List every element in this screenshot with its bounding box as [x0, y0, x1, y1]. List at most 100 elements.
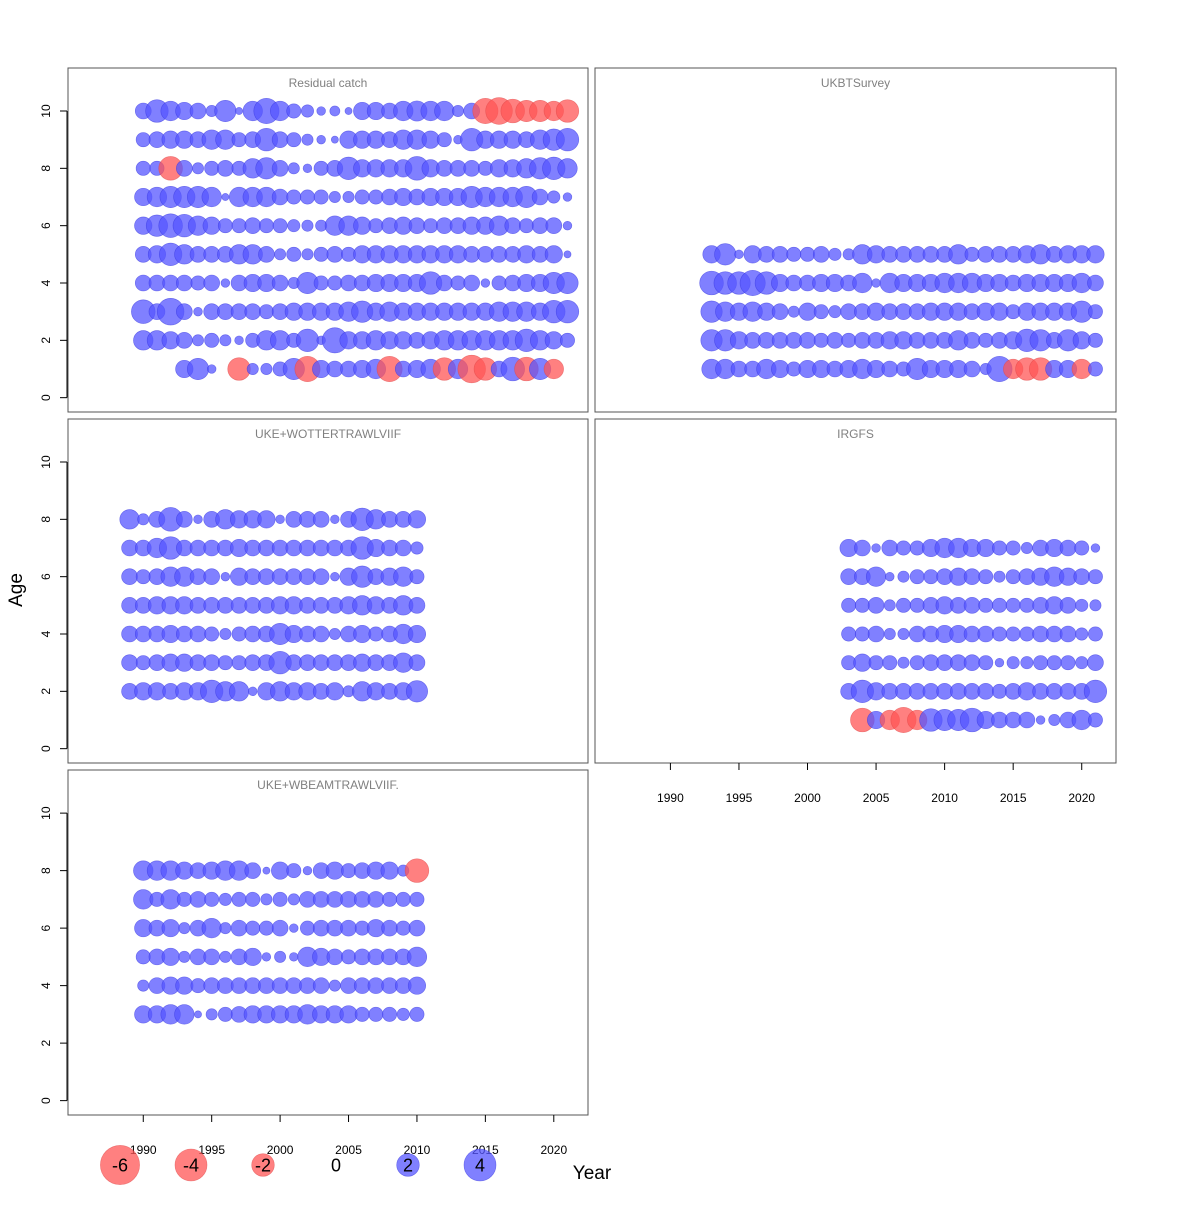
bubbles — [133, 858, 430, 1025]
y-axis: 0 2 4 6 8 10 — [39, 104, 68, 401]
bubble — [1075, 598, 1089, 612]
bubble — [176, 274, 193, 292]
bubble — [1090, 543, 1101, 553]
bubble — [1020, 542, 1033, 554]
panel-1: Residual catch 0 2 4 6 8 10 — [39, 67, 589, 413]
bubble — [328, 628, 341, 640]
bubble — [882, 655, 898, 671]
bubble — [1005, 626, 1021, 642]
panel-title: UKE+WOTTERTRAWLVIIF — [255, 427, 401, 441]
bubble — [978, 655, 994, 671]
y-axis: 0 2 4 6 8 10 — [39, 806, 68, 1104]
bubble — [313, 189, 329, 205]
y-tick-label: 6 — [39, 573, 53, 580]
bubble — [203, 654, 220, 671]
bubble — [231, 132, 247, 148]
bubble — [923, 569, 939, 585]
bubble — [883, 628, 896, 640]
bubble — [178, 950, 191, 963]
x-axis-label: Year — [573, 1163, 612, 1184]
bubble — [328, 979, 341, 992]
bubble — [135, 132, 151, 148]
bubble — [244, 862, 262, 879]
bubble — [841, 597, 857, 613]
bubble — [978, 332, 994, 348]
bubble — [258, 218, 274, 234]
bubble — [219, 334, 232, 347]
bubble — [312, 511, 330, 528]
bubble — [395, 891, 411, 907]
x-tick-label: 2020 — [540, 1143, 567, 1157]
bubble — [436, 274, 453, 292]
bubble — [245, 920, 261, 936]
bubble — [963, 597, 981, 614]
x-tick-label: 1990 — [130, 1143, 157, 1157]
bubble — [963, 332, 981, 349]
bubble — [992, 683, 1007, 699]
bubble — [382, 891, 398, 907]
bubble — [480, 278, 491, 288]
bubble — [786, 246, 802, 262]
bubble — [328, 191, 341, 203]
bubble — [190, 978, 206, 994]
bubble — [271, 274, 289, 292]
bubble — [189, 625, 207, 643]
bubble — [204, 891, 220, 907]
bubble — [207, 364, 217, 374]
bubble — [260, 893, 273, 906]
bubble — [867, 597, 885, 614]
bubble — [992, 597, 1007, 613]
bubbles — [699, 243, 1105, 382]
bubble — [231, 655, 247, 671]
bubble — [286, 132, 302, 148]
bubble — [463, 274, 480, 292]
bubble — [1087, 654, 1104, 671]
bubble — [410, 541, 424, 555]
bubble — [135, 160, 151, 176]
bubble — [231, 218, 247, 234]
bubble — [1073, 568, 1091, 585]
bubble — [909, 655, 925, 671]
x-tick-label: 2000 — [794, 791, 821, 805]
legend-label: -4 — [183, 1155, 199, 1175]
bubble — [963, 654, 981, 671]
bubble — [800, 246, 815, 262]
bubble — [202, 216, 221, 235]
bubble — [219, 950, 232, 963]
bubble — [235, 107, 243, 115]
bubble — [271, 160, 289, 177]
legend-bubble — [463, 1148, 497, 1182]
bubble — [1074, 540, 1090, 556]
bubble — [204, 160, 220, 176]
bubble — [1046, 655, 1062, 671]
legend-label: 2 — [403, 1155, 413, 1175]
bubble — [382, 1006, 398, 1022]
bubble — [826, 332, 844, 349]
bubble — [313, 246, 329, 262]
bubble — [262, 866, 271, 875]
bubble — [799, 332, 816, 349]
bubble — [409, 1006, 425, 1022]
panel-3: UKE+WOTTERTRAWLVIIF 0 2 4 6 8 10 — [39, 418, 589, 764]
bubble — [246, 363, 259, 375]
bubble — [1033, 655, 1049, 671]
bubble — [312, 977, 330, 994]
bubble — [868, 655, 884, 671]
y-tick-label: 2 — [39, 337, 53, 344]
bubble — [231, 891, 247, 907]
bubble — [404, 858, 430, 883]
bubble — [258, 304, 274, 320]
bubble — [463, 160, 480, 177]
bubble — [312, 568, 330, 585]
bubble — [771, 359, 790, 379]
bubble — [295, 328, 320, 352]
bubble — [452, 105, 464, 117]
bubbles — [131, 97, 580, 384]
bubble — [272, 891, 288, 907]
bubble — [436, 132, 452, 148]
bubble — [556, 271, 579, 295]
bubble — [203, 948, 220, 966]
bubble — [289, 952, 299, 962]
x-tick-label: 1990 — [657, 791, 684, 805]
